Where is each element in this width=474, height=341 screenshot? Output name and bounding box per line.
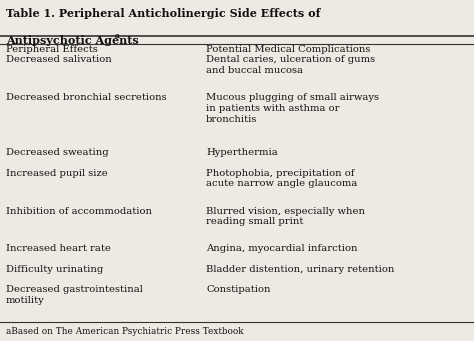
Text: Photophobia, precipitation of
acute narrow angle glaucoma: Photophobia, precipitation of acute narr… <box>206 169 357 189</box>
Text: Increased heart rate: Increased heart rate <box>6 244 110 253</box>
Text: Decreased salivation: Decreased salivation <box>6 55 111 64</box>
Text: Blurred vision, especially when
reading small print: Blurred vision, especially when reading … <box>206 207 365 226</box>
Text: Potential Medical Complications: Potential Medical Complications <box>206 45 371 54</box>
Text: a: a <box>115 32 119 40</box>
Text: Bladder distention, urinary retention: Bladder distention, urinary retention <box>206 265 394 274</box>
Text: Decreased gastrointestinal
motility: Decreased gastrointestinal motility <box>6 285 143 305</box>
Text: Table 1. Peripheral Anticholinergic Side Effects of: Table 1. Peripheral Anticholinergic Side… <box>6 8 320 18</box>
Text: Peripheral Effects: Peripheral Effects <box>6 45 98 54</box>
Text: aBased on The American Psychiatric Press Textbook: aBased on The American Psychiatric Press… <box>6 327 243 336</box>
Text: Difficulty urinating: Difficulty urinating <box>6 265 103 274</box>
Text: Dental caries, ulceration of gums
and buccal mucosa: Dental caries, ulceration of gums and bu… <box>206 55 375 75</box>
Text: Constipation: Constipation <box>206 285 271 294</box>
Text: Hyperthermia: Hyperthermia <box>206 148 278 157</box>
Text: Decreased bronchial secretions: Decreased bronchial secretions <box>6 93 166 102</box>
Text: Antipsychotic Agents: Antipsychotic Agents <box>6 35 138 46</box>
Text: Decreased sweating: Decreased sweating <box>6 148 109 157</box>
Text: Increased pupil size: Increased pupil size <box>6 169 108 178</box>
Text: Mucous plugging of small airways
in patients with asthma or
bronchitis: Mucous plugging of small airways in pati… <box>206 93 379 123</box>
Text: Angina, myocardial infarction: Angina, myocardial infarction <box>206 244 358 253</box>
Text: Inhibition of accommodation: Inhibition of accommodation <box>6 207 152 216</box>
